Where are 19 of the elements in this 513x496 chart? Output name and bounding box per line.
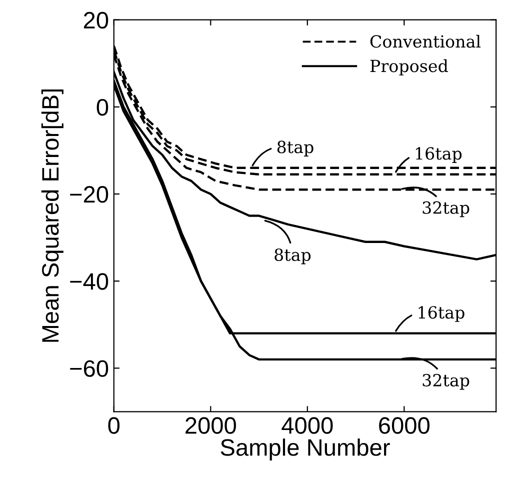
annotation: 32tap <box>422 201 470 218</box>
y-tick-label: 0 <box>96 98 108 116</box>
annotation: 8tap <box>277 140 314 156</box>
x-tick-label: 4000 <box>282 417 333 434</box>
annotation: 32tap <box>422 374 470 390</box>
y-tick-label: −40 <box>70 273 108 290</box>
legend-label: Conventional <box>370 34 481 48</box>
y-tick-label: −60 <box>70 360 108 377</box>
y-axis-title: Mean Squared Error[dB] <box>41 89 64 342</box>
y-tick-label: 20 <box>84 12 108 29</box>
x-tick-label: 6000 <box>379 417 430 434</box>
annotation: 16tap <box>416 147 462 164</box>
x-tick-label: 0 <box>108 417 120 434</box>
x-axis-title: Sample Number <box>220 438 390 461</box>
x-tick-label: 2000 <box>186 417 236 434</box>
legend-label: Proposed <box>370 59 448 76</box>
y-tick-label: −20 <box>70 186 108 203</box>
annotation: 16tap <box>418 306 464 322</box>
annotation: 8tap <box>274 248 311 264</box>
